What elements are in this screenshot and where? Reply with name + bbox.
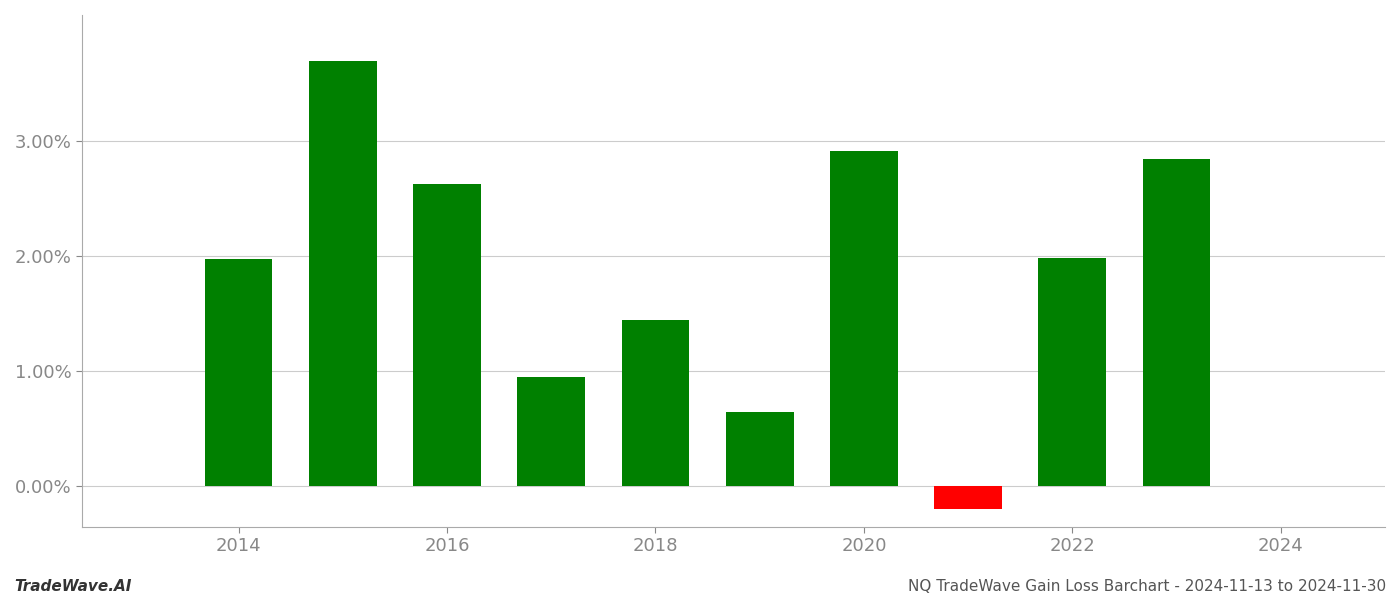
Bar xyxy=(725,412,794,487)
Bar xyxy=(204,259,273,487)
Text: TradeWave.AI: TradeWave.AI xyxy=(14,579,132,594)
Bar xyxy=(518,377,585,487)
Bar xyxy=(934,487,1002,509)
Bar xyxy=(1039,257,1106,487)
Bar xyxy=(830,151,897,487)
Bar xyxy=(622,320,689,487)
Bar xyxy=(309,61,377,487)
Text: NQ TradeWave Gain Loss Barchart - 2024-11-13 to 2024-11-30: NQ TradeWave Gain Loss Barchart - 2024-1… xyxy=(907,579,1386,594)
Bar xyxy=(1142,159,1211,487)
Bar xyxy=(413,184,482,487)
